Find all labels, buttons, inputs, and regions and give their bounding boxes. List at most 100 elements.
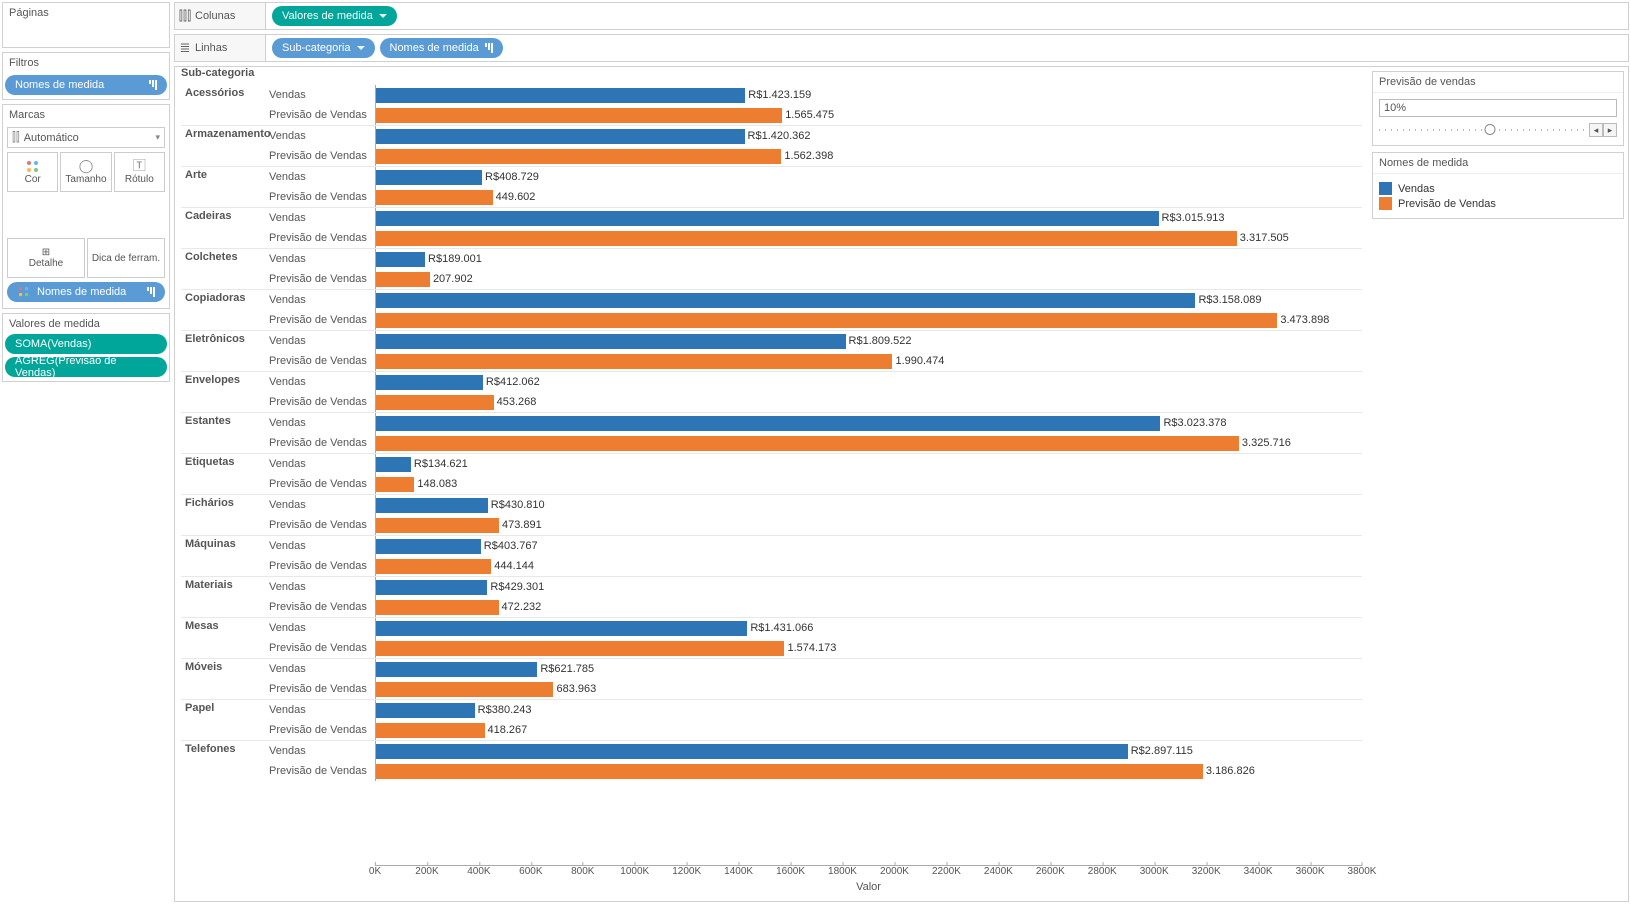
measure-label-previsao: Previsão de Vendas	[269, 310, 375, 330]
bar[interactable]	[376, 375, 483, 390]
marks-type-dropdown[interactable]: ⫿⫿ Automático ▾	[7, 127, 165, 148]
measure-label-vendas: Vendas	[269, 85, 375, 105]
bar[interactable]	[376, 252, 425, 267]
axis-tick: 1400K	[724, 866, 753, 877]
bar-row: R$1.423.159	[376, 85, 1362, 105]
measure-values-shelf: Valores de medida SOMA(Vendas)AGREG(Prev…	[2, 313, 170, 382]
measure-label-previsao: Previsão de Vendas	[269, 761, 375, 781]
bar[interactable]	[376, 129, 745, 144]
bar-value-label: R$3.023.378	[1163, 417, 1226, 429]
bar[interactable]	[376, 395, 494, 410]
bar[interactable]	[376, 416, 1160, 431]
legend-item[interactable]: Vendas	[1379, 182, 1617, 195]
bar-value-label: 418.267	[488, 724, 528, 736]
bar[interactable]	[376, 621, 747, 636]
size-icon: ◯	[79, 159, 94, 172]
bar[interactable]	[376, 108, 782, 123]
rows-shelf[interactable]: ≣ Linhas Sub-categoriaNomes de medida	[174, 34, 1629, 62]
category-label: Etiquetas	[181, 454, 269, 494]
category-label: Telefones	[181, 741, 269, 781]
bar-value-label: 449.602	[496, 191, 536, 203]
measure-value-pill[interactable]: SOMA(Vendas)	[5, 334, 167, 354]
bar[interactable]	[376, 518, 499, 533]
axis-tick: 3600K	[1296, 866, 1325, 877]
marks-color-button[interactable]: Cor	[7, 152, 58, 192]
parameter-prev-button[interactable]: ◂	[1589, 123, 1603, 137]
filters-shelf[interactable]: Filtros Nomes de medida	[2, 52, 170, 100]
marks-tooltip-label: Dica de ferram.	[92, 253, 160, 264]
marks-detail-button[interactable]: ⊞ Detalhe	[7, 238, 85, 278]
category-label: Copiadoras	[181, 290, 269, 330]
bar[interactable]	[376, 559, 491, 574]
columns-pill[interactable]: Valores de medida	[272, 6, 397, 26]
marks-pill-nomes[interactable]: Nomes de medida	[7, 282, 165, 302]
parameter-slider[interactable]: ◂ ▸	[1379, 121, 1617, 139]
bar[interactable]	[376, 313, 1277, 328]
bar[interactable]	[376, 170, 482, 185]
bar-value-label: R$412.062	[486, 376, 540, 388]
legend-swatch	[1379, 182, 1392, 195]
bar[interactable]	[376, 88, 745, 103]
bar[interactable]	[376, 744, 1128, 759]
bar[interactable]	[376, 600, 499, 615]
chart-row-group: EnvelopesVendasPrevisão de VendasR$412.0…	[181, 371, 1362, 412]
bar[interactable]	[376, 682, 553, 697]
chart-header-subcategoria: Sub-categoria	[181, 67, 269, 79]
category-label: Cadeiras	[181, 208, 269, 248]
bar-row: R$1.431.066	[376, 618, 1362, 638]
bar[interactable]	[376, 477, 414, 492]
axis-tick: 0K	[369, 866, 381, 877]
bar[interactable]	[376, 580, 487, 595]
bar[interactable]	[376, 436, 1239, 451]
measure-label-previsao: Previsão de Vendas	[269, 146, 375, 166]
measure-label-previsao: Previsão de Vendas	[269, 433, 375, 453]
bar[interactable]	[376, 354, 892, 369]
marks-label-button[interactable]: 🅃 Rótulo	[114, 152, 165, 192]
rows-pill[interactable]: Sub-categoria	[272, 38, 375, 58]
rows-pill[interactable]: Nomes de medida	[380, 38, 503, 58]
bar[interactable]	[376, 211, 1159, 226]
chart-row-group: CopiadorasVendasPrevisão de VendasR$3.15…	[181, 289, 1362, 330]
bar[interactable]	[376, 723, 485, 738]
measure-label-vendas: Vendas	[269, 372, 375, 392]
chart-row-group: PapelVendasPrevisão de VendasR$380.24341…	[181, 699, 1362, 740]
marks-tooltip-button[interactable]: Dica de ferram.	[87, 238, 165, 278]
marks-type-label: Automático	[24, 132, 79, 144]
columns-shelf[interactable]: ⫿⫿⫿ Colunas Valores de medida	[174, 2, 1629, 30]
legend-title: Nomes de medida	[1373, 153, 1623, 174]
axis-tick: 3800K	[1348, 866, 1377, 877]
bar[interactable]	[376, 764, 1203, 779]
bar[interactable]	[376, 272, 430, 287]
marks-size-button[interactable]: ◯ Tamanho	[60, 152, 111, 192]
pages-shelf[interactable]: Páginas	[2, 2, 170, 48]
bar-value-label: R$429.301	[490, 581, 544, 593]
slider-thumb[interactable]	[1484, 124, 1495, 135]
bar[interactable]	[376, 293, 1195, 308]
measure-label-previsao: Previsão de Vendas	[269, 556, 375, 576]
bar[interactable]	[376, 641, 784, 656]
measure-label-previsao: Previsão de Vendas	[269, 392, 375, 412]
bar-row: 473.891	[376, 515, 1362, 535]
bar[interactable]	[376, 539, 481, 554]
bar-value-label: 148.083	[417, 478, 457, 490]
bar-value-label: R$621.785	[540, 663, 594, 675]
chart-row-group: MateriaisVendasPrevisão de VendasR$429.3…	[181, 576, 1362, 617]
bar-row: 3.325.716	[376, 433, 1362, 453]
bar[interactable]	[376, 703, 475, 718]
parameter-next-button[interactable]: ▸	[1603, 123, 1617, 137]
bar[interactable]	[376, 231, 1237, 246]
bar[interactable]	[376, 334, 846, 349]
chart-row-group: EtiquetasVendasPrevisão de VendasR$134.6…	[181, 453, 1362, 494]
bar[interactable]	[376, 149, 781, 164]
category-label: Mesas	[181, 618, 269, 658]
legend-item[interactable]: Previsão de Vendas	[1379, 197, 1617, 210]
measure-label-vendas: Vendas	[269, 454, 375, 474]
bar[interactable]	[376, 662, 537, 677]
bar[interactable]	[376, 457, 411, 472]
measure-value-pill[interactable]: AGREG(Previsão de Vendas)	[5, 357, 167, 377]
bar[interactable]	[376, 190, 493, 205]
bar-row: R$621.785	[376, 659, 1362, 679]
parameter-input[interactable]	[1379, 99, 1617, 117]
filter-pill-nomes[interactable]: Nomes de medida	[5, 75, 167, 95]
bar[interactable]	[376, 498, 488, 513]
